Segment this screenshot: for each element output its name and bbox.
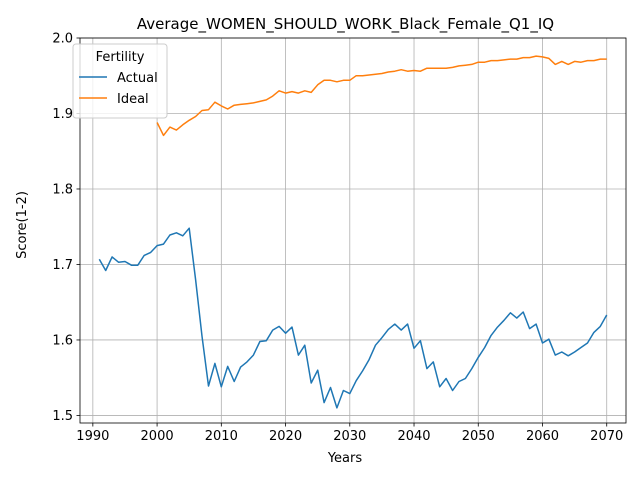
plot-frame: [79, 37, 627, 424]
series-lines: [98, 55, 608, 409]
y-tick-label: 1.5: [52, 409, 73, 424]
y-tick-label: 1.6: [52, 333, 73, 348]
x-tick-label: 1990: [76, 429, 109, 444]
x-tick-label: 2050: [462, 429, 495, 444]
x-tick-label: 2000: [141, 429, 174, 444]
axis-ticks: 1990 2000 2010 2020 2030 2040 2050 2060 2070 1.5 1…: [52, 32, 623, 445]
y-tick-label: 1.7: [52, 258, 73, 273]
series-line-actual: [98, 227, 608, 409]
legend-label-ideal: Ideal: [117, 92, 149, 107]
x-tick-label: 2010: [205, 429, 238, 444]
legend: Fertility Actual Ideal: [72, 43, 168, 119]
x-tick-label: 2070: [590, 429, 623, 444]
legend-box: [72, 43, 168, 119]
x-tick-label: 2040: [397, 429, 430, 444]
y-tick-label: 2.0: [52, 32, 73, 47]
x-axis-label: Years: [327, 451, 363, 466]
chart-title: Average_WOMEN_SHOULD_WORK_Black_Female_Q…: [137, 15, 554, 34]
y-axis-label: Score(1-2): [15, 191, 30, 259]
y-tick-label: 1.8: [52, 182, 73, 197]
legend-label-actual: Actual: [117, 71, 158, 86]
x-tick-label: 2030: [333, 429, 366, 444]
legend-title: Fertility: [96, 50, 145, 65]
series-line-ideal: [156, 55, 607, 137]
y-tick-label: 1.9: [52, 107, 73, 122]
x-tick-label: 2020: [269, 429, 302, 444]
x-tick-label: 2060: [526, 429, 559, 444]
